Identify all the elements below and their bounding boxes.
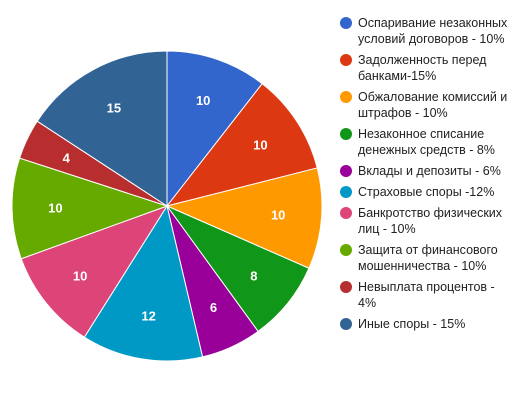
legend-item-7: Банкротство физических лиц - 10% bbox=[340, 205, 510, 237]
legend-label: Страховые споры -12% bbox=[358, 185, 495, 199]
legend-marker bbox=[340, 244, 352, 256]
legend-label: Обжалование комиссий и штрафов - 10% bbox=[358, 90, 508, 120]
pie-slice-6 bbox=[83, 204, 204, 362]
slice-value-label-8: 10 bbox=[48, 200, 62, 215]
slice-value-label-10: 15 bbox=[107, 100, 121, 115]
legend: Оспаривание незаконных условий договоров… bbox=[340, 15, 510, 337]
legend-item-8: Защита от финансового мошенничества - 10… bbox=[340, 242, 510, 274]
pie-slice-2 bbox=[165, 82, 318, 207]
legend-label: Оспаривание незаконных условий договоров… bbox=[358, 16, 508, 46]
slice-value-label-7: 10 bbox=[73, 269, 87, 284]
pie-slice-7 bbox=[20, 205, 169, 338]
legend-label: Иные споры - 15% bbox=[358, 317, 466, 331]
legend-label: Невыплата процентов - 4% bbox=[358, 280, 495, 310]
pie-slice-3 bbox=[165, 167, 323, 269]
legend-marker bbox=[340, 207, 352, 219]
slice-value-label-1: 10 bbox=[196, 93, 210, 108]
legend-marker bbox=[340, 186, 352, 198]
slice-value-label-6: 12 bbox=[141, 309, 155, 324]
legend-label: Задолженность перед банками-15% bbox=[358, 53, 487, 83]
pie-slice-1 bbox=[166, 50, 263, 208]
pie-slice-8 bbox=[11, 157, 169, 260]
legend-item-4: Незаконное списание денежных средств - 8… bbox=[340, 126, 510, 158]
slice-value-label-2: 10 bbox=[253, 138, 267, 153]
legend-item-1: Оспаривание незаконных условий договоров… bbox=[340, 15, 510, 47]
legend-item-2: Задолженность перед банками-15% bbox=[340, 52, 510, 84]
legend-item-10: Иные споры - 15% bbox=[340, 316, 510, 332]
legend-marker bbox=[340, 54, 352, 66]
pie-slice-10 bbox=[36, 50, 168, 207]
slice-value-label-9: 4 bbox=[63, 150, 71, 165]
slice-value-label-3: 10 bbox=[271, 208, 285, 223]
legend-marker bbox=[340, 281, 352, 293]
legend-marker bbox=[340, 318, 352, 330]
legend-marker bbox=[340, 128, 352, 140]
legend-marker bbox=[340, 91, 352, 103]
legend-item-5: Вклады и депозиты - 6% bbox=[340, 163, 510, 179]
legend-item-6: Страховые споры -12% bbox=[340, 184, 510, 200]
legend-label: Банкротство физических лиц - 10% bbox=[358, 206, 503, 236]
legend-label: Незаконное списание денежных средств - 8… bbox=[358, 127, 495, 157]
legend-item-3: Обжалование комиссий и штрафов - 10% bbox=[340, 89, 510, 121]
legend-marker bbox=[340, 165, 352, 177]
legend-label: Вклады и депозиты - 6% bbox=[358, 164, 501, 178]
legend-marker bbox=[340, 17, 352, 29]
slice-value-label-4: 8 bbox=[250, 269, 257, 284]
slice-value-label-5: 6 bbox=[210, 300, 217, 315]
legend-label: Защита от финансового мошенничества - 10… bbox=[358, 243, 498, 273]
pie-plot: 10 10 10 8 6 12 10 10 4 15 bbox=[11, 50, 323, 362]
legend-item-9: Невыплата процентов - 4% bbox=[340, 279, 510, 311]
